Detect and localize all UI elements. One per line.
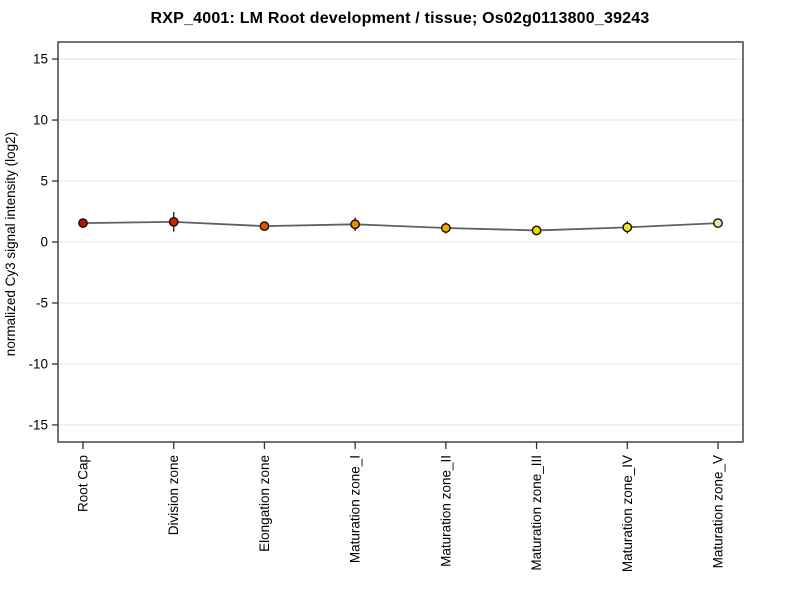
y-tick-label: 0 [40, 235, 48, 250]
data-point [531, 225, 542, 236]
x-tick-label: Maturation zone_I [348, 455, 363, 563]
data-point [78, 218, 88, 228]
x-tick-label: Root Cap [76, 455, 91, 512]
chart-title: RXP_4001: LM Root development / tissue; … [150, 10, 650, 27]
y-tick-label: -5 [36, 295, 48, 310]
x-tick-label: Maturation zone_IV [620, 455, 635, 572]
x-tick-label: Maturation zone_V [711, 455, 726, 568]
y-tick-label: -10 [28, 356, 48, 371]
x-tick-label: Maturation zone_II [438, 455, 453, 567]
y-tick-label: 5 [40, 174, 48, 189]
x-tick-label: Maturation zone_III [529, 455, 544, 571]
data-point [259, 221, 270, 232]
x-tick-label: Elongation zone [257, 455, 272, 552]
y-tick-label: 15 [33, 52, 48, 67]
data-point [713, 218, 723, 228]
y-tick-label: -15 [28, 417, 48, 432]
data-point [622, 222, 633, 233]
data-line [82, 220, 719, 232]
data-point [168, 216, 179, 227]
data-point [440, 223, 451, 233]
x-tick-label: Division zone [166, 455, 181, 535]
y-tick-label: 10 [33, 113, 48, 128]
data-point [350, 219, 361, 230]
